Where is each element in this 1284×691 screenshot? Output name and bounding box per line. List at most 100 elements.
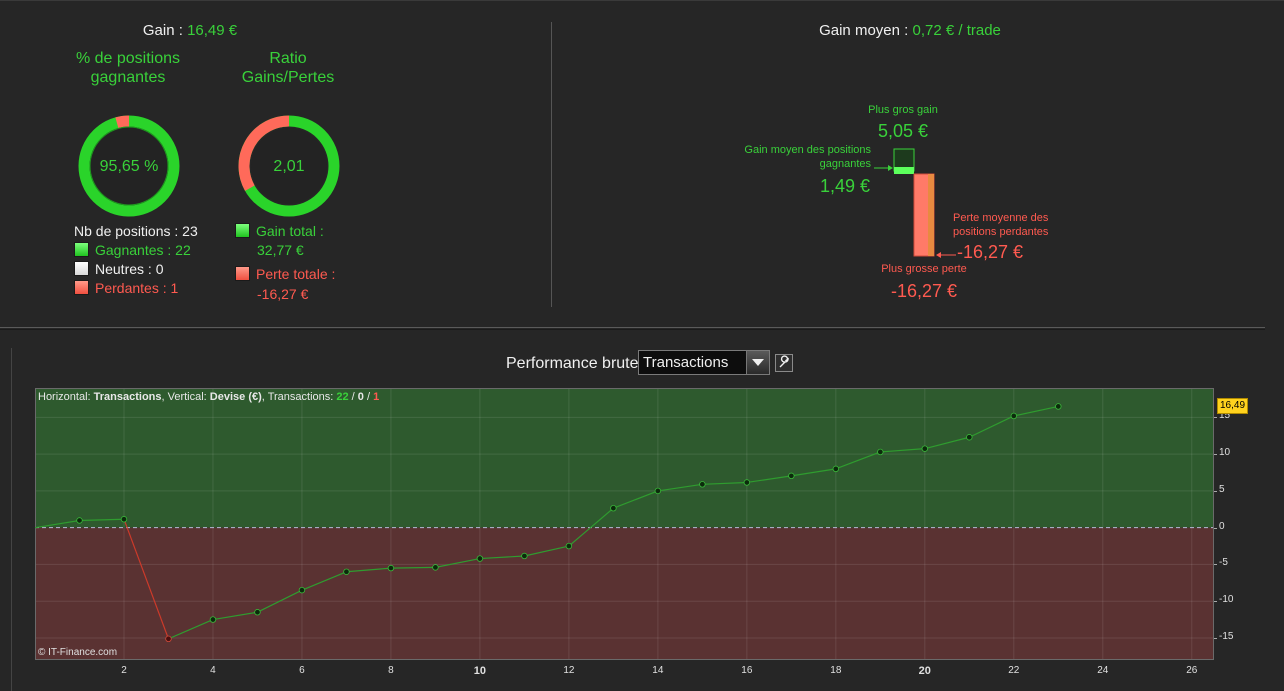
perte-moyenne-value: -16,27 € — [957, 242, 1024, 262]
gain-value: 16,49 € — [187, 22, 238, 39]
red-square-icon — [235, 266, 250, 281]
y-tick-label: 10 — [1219, 447, 1231, 459]
series-segment — [746, 475, 792, 484]
chart-header-vertical: Devise (€) — [209, 391, 262, 403]
plus-gros-gain-label: Plus gros gain — [868, 104, 938, 116]
legend-neutres-label: Neutres : 0 — [95, 261, 164, 277]
perte-totale-value: -16,27 € — [257, 286, 309, 302]
x-tick-label: 24 — [1097, 665, 1109, 676]
green-square-icon — [235, 223, 250, 238]
perte-bar-edge — [928, 174, 934, 256]
series-segment — [880, 448, 925, 453]
data-point — [165, 635, 172, 643]
perte-totale-label: Perte totale : — [256, 266, 336, 282]
y-tick-mark — [1214, 601, 1217, 603]
series-segment — [568, 507, 614, 547]
legend-gagnantes-label: Gagnantes : 22 — [95, 242, 191, 258]
legend-perdantes-label: Perdantes : 1 — [95, 280, 179, 296]
y-tick-label: -15 — [1219, 630, 1234, 642]
series-segment — [969, 415, 1015, 438]
data-point — [209, 616, 217, 623]
data-point — [254, 609, 261, 616]
donut-positions-inner-ring — [89, 126, 169, 206]
series-segment — [168, 619, 214, 640]
left-divider — [11, 348, 12, 691]
donut-positions-title: % de positions gagnantes — [75, 50, 181, 86]
arrow-right-icon — [888, 165, 893, 171]
plus-gros-gain-value: 5,05 € — [877, 121, 929, 141]
chart-header-tx: , Transactions: — [261, 391, 337, 403]
donut-positions-center — [91, 128, 167, 204]
horizontal-divider — [0, 327, 1265, 328]
y-tick-label: -10 — [1219, 594, 1234, 606]
gain-total-value: 32,77 € — [257, 242, 304, 258]
x-tick-label: 14 — [652, 665, 664, 676]
chart-header-sep1: / — [348, 391, 358, 403]
chart-header-tx-loss: 1 — [373, 391, 380, 403]
y-tick-label: 15 — [1219, 410, 1231, 422]
donut-ratio-title: Ratio Gains/Pertes — [241, 50, 335, 86]
series-segment — [435, 557, 481, 568]
x-tick-label: 22 — [1008, 665, 1020, 676]
positive-zone — [35, 388, 1214, 528]
data-point — [877, 448, 884, 456]
x-tick-label: 2 — [121, 665, 127, 676]
series-segment — [791, 468, 836, 477]
data-point — [743, 479, 751, 486]
y-tick-mark — [1214, 454, 1217, 456]
gain-perte-bars — [874, 148, 956, 258]
data-point — [298, 586, 306, 594]
legend-gain-total: Gain total : — [235, 223, 324, 239]
gain-moyen-summary: Gain moyen : 0,72 € / trade — [780, 22, 1040, 39]
legend-neutres: Neutres : 0 — [74, 261, 163, 277]
data-point — [120, 516, 128, 523]
gain-total-label: Gain total : — [256, 223, 324, 239]
perte-moyenne-label: Perte moyenne des positions perdantes — [953, 212, 1049, 238]
series-segment — [479, 555, 525, 560]
chevron-down-icon[interactable] — [746, 351, 769, 374]
chart-header-horizontal: Transactions — [93, 391, 162, 403]
series-segment — [702, 481, 747, 485]
chart-header-prefix: Horizontal: — [38, 391, 94, 403]
y-tick-mark — [1214, 564, 1217, 566]
performance-title: Performance brute — [506, 355, 639, 372]
chart-frame — [35, 388, 1214, 660]
donut-ratio: 2,01 — [238, 115, 340, 217]
legend-gagnantes: Gagnantes : 22 — [74, 242, 191, 258]
legend-perte-totale: Perte totale : — [235, 266, 335, 282]
performance-chart — [35, 388, 1214, 660]
mode-select[interactable]: Transactions — [638, 350, 770, 375]
gain-moyen-value: 0,72 € / trade — [912, 22, 1001, 39]
donut-ratio-value: 2,01 — [273, 158, 304, 175]
donut-ratio-loss-arc — [238, 115, 290, 191]
plus-grosse-perte-label: Plus grosse perte — [881, 263, 967, 275]
chart-header-sep2: / — [363, 391, 374, 403]
y-axis: 15 10 5 0 -5 -10 -15 16,49 — [1214, 388, 1254, 660]
data-point — [654, 487, 662, 495]
chart-header-tx-win: 22 — [336, 391, 349, 403]
gain-moyen-positions-value: 1,49 € — [820, 176, 871, 196]
series-segment — [524, 545, 570, 557]
data-point — [1010, 412, 1017, 420]
watermark: © IT-Finance.com — [38, 647, 118, 658]
data-point — [788, 472, 795, 480]
gain-moyen-label: Gain moyen : — [819, 22, 909, 39]
data-point — [921, 445, 929, 452]
y-tick-mark — [1214, 637, 1217, 639]
series-segment — [123, 519, 170, 640]
wrench-icon[interactable] — [775, 354, 793, 372]
series-segment — [35, 519, 80, 529]
green-square-icon — [74, 242, 89, 257]
series-segment — [79, 518, 124, 522]
series-segment — [212, 611, 258, 621]
data-point — [432, 564, 439, 571]
series-segment — [657, 483, 703, 492]
data-point — [1055, 403, 1062, 410]
data-point — [832, 465, 840, 473]
series-segment — [924, 436, 970, 450]
x-tick-label: 4 — [210, 665, 216, 676]
x-tick-label: 8 — [388, 665, 394, 676]
white-square-icon — [74, 261, 89, 276]
series-segment — [301, 571, 347, 591]
red-square-icon — [74, 280, 89, 295]
